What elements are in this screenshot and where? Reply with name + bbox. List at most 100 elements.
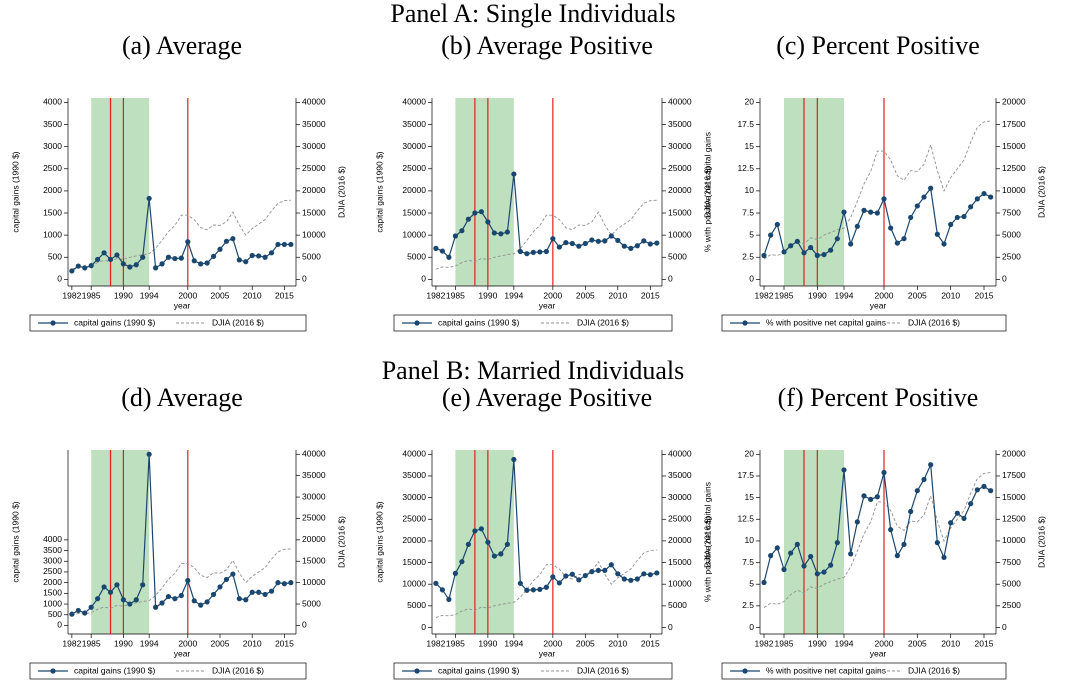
data-point: [107, 589, 114, 595]
y-tick-label: 10: [745, 535, 755, 545]
x-tick-label: 2015: [975, 290, 994, 300]
legend-label: DJIA (2016 $): [908, 665, 960, 675]
x-axis-label: year: [539, 648, 556, 658]
legend-label: capital gains (1990 $): [438, 665, 519, 675]
data-point: [841, 467, 847, 473]
data-point: [439, 587, 445, 593]
y-tick-label: 2500: [43, 163, 62, 173]
data-point: [961, 515, 967, 522]
data-point: [210, 591, 217, 598]
data-point: [498, 551, 504, 557]
data-point: [828, 562, 834, 568]
data-point: [204, 599, 210, 605]
legend-label: DJIA (2016 $): [212, 317, 264, 327]
data-point: [595, 238, 601, 244]
y2-tick-label: 10000: [668, 578, 692, 588]
y2-tick-label: 7500: [1002, 207, 1021, 217]
series-line: [71, 548, 291, 617]
y2-tick-label: 20000: [1002, 449, 1026, 459]
data-point: [941, 554, 947, 560]
x-tick-label: 2000: [543, 638, 562, 648]
y2-tick-label: 25000: [302, 513, 326, 523]
data-point: [127, 601, 133, 607]
data-point: [641, 238, 647, 244]
data-point: [801, 250, 807, 256]
data-point: [641, 571, 647, 577]
legend: [29, 314, 307, 332]
data-point: [576, 577, 582, 583]
data-point: [881, 196, 887, 202]
data-point: [472, 210, 478, 216]
y-tick-label: 15: [745, 492, 755, 502]
y2-tick-label: 17500: [1002, 470, 1026, 480]
x-tick-label: 2010: [941, 638, 960, 648]
data-point: [569, 240, 575, 247]
series-line: [435, 549, 657, 618]
y-tick-label: 0: [421, 622, 426, 632]
data-point: [465, 541, 471, 547]
y-tick-label: 500: [48, 609, 62, 619]
data-point: [988, 488, 994, 494]
data-point: [249, 252, 255, 259]
data-point: [120, 597, 126, 603]
y2-tick-label: 35000: [302, 470, 326, 480]
y-tick-label: 7.5: [742, 207, 754, 217]
y-tick-label: 2.5: [742, 251, 754, 261]
data-point: [517, 580, 523, 586]
shaded-period: [784, 450, 844, 634]
y2-tick-label: 5000: [668, 251, 687, 261]
y-tick-label: 25000: [402, 163, 426, 173]
data-point: [761, 252, 767, 259]
data-point: [608, 233, 614, 239]
data-point: [95, 596, 101, 602]
y-axis-label: capital gains (1990 $): [374, 501, 384, 582]
data-point: [524, 587, 530, 593]
x-tick-label: 1985: [775, 638, 794, 648]
legend: [393, 314, 673, 332]
y-tick-label: 0: [421, 274, 426, 284]
y-tick-label: 0: [57, 620, 62, 630]
y-tick-label: 17.5: [737, 470, 754, 480]
data-point: [288, 241, 294, 248]
x-tick-label: 1982: [755, 638, 774, 648]
series-line: [435, 199, 657, 270]
data-point: [615, 237, 621, 244]
legend-marker: [742, 320, 748, 326]
legend-label: capital gains (1990 $): [438, 317, 519, 327]
data-point: [647, 241, 653, 247]
data-point: [948, 520, 954, 526]
y-tick-label: 5000: [407, 251, 426, 261]
y2-tick-label: 15000: [1002, 141, 1026, 151]
data-point: [165, 593, 172, 600]
y-tick-label: 35000: [402, 119, 426, 129]
y2-tick-label: 35000: [668, 119, 692, 129]
data-point: [140, 582, 146, 588]
x-axis-label: year: [174, 300, 191, 310]
data-point: [498, 231, 504, 237]
data-point: [537, 586, 543, 593]
data-point: [788, 243, 794, 249]
x-tick-label: 1982: [62, 638, 81, 648]
data-point: [768, 232, 774, 238]
shaded-period: [91, 98, 150, 286]
y2-tick-label: 20000: [302, 185, 326, 195]
data-point: [133, 597, 139, 603]
x-tick-label: 1990: [808, 290, 827, 300]
data-point: [914, 203, 920, 209]
x-tick-label: 2000: [178, 638, 197, 648]
legend-label: capital gains (1990 $): [74, 317, 155, 327]
data-point: [69, 268, 75, 274]
chart-title: (a) Average: [122, 31, 242, 60]
y2-tick-label: 40000: [668, 449, 692, 459]
y-tick-label: 0: [57, 274, 62, 284]
data-point: [465, 216, 471, 222]
legend-marker: [742, 668, 748, 674]
y-tick-label: 1500: [43, 588, 62, 598]
data-point: [543, 584, 549, 590]
y2-tick-label: 5000: [668, 600, 687, 610]
data-point: [654, 570, 660, 576]
data-point: [439, 248, 445, 254]
y2-tick-label: 15000: [668, 557, 692, 567]
x-tick-label: 2015: [275, 290, 294, 300]
y2-tick-label: 10000: [302, 229, 326, 239]
